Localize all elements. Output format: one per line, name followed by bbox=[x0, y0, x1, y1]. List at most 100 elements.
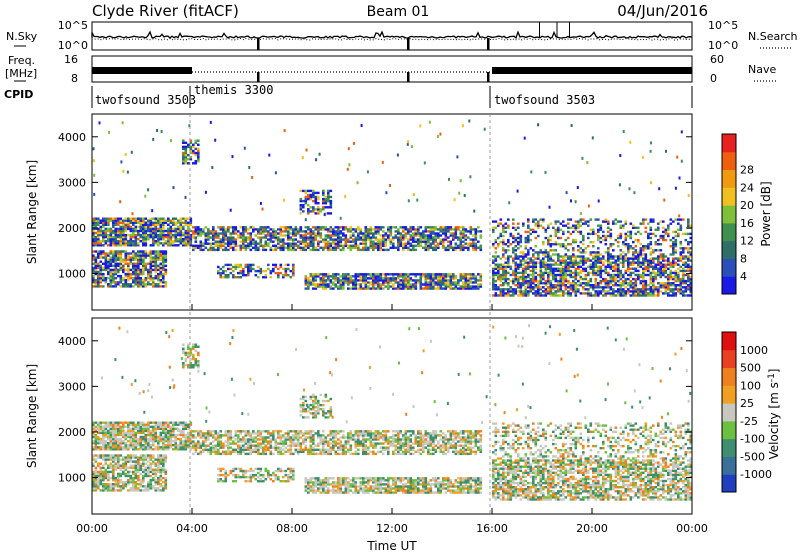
power-cell bbox=[217, 234, 220, 237]
power-cell bbox=[599, 224, 603, 227]
power-cell bbox=[152, 252, 155, 255]
power-cell bbox=[539, 292, 543, 295]
power-cell bbox=[669, 273, 673, 277]
power-cell bbox=[539, 288, 543, 291]
velocity-cell bbox=[164, 439, 168, 443]
power-cell bbox=[504, 230, 508, 234]
power-colorbar-tick: 8 bbox=[740, 252, 747, 265]
power-cell bbox=[334, 226, 338, 229]
power-cell bbox=[177, 225, 180, 229]
power-cell bbox=[547, 267, 550, 270]
velocity-cell bbox=[157, 425, 160, 428]
power-cell bbox=[249, 248, 253, 252]
power-cell bbox=[152, 217, 155, 220]
power-cell bbox=[252, 263, 255, 267]
power-cell bbox=[287, 234, 290, 237]
power-cell bbox=[539, 249, 543, 252]
power-cell bbox=[377, 279, 380, 282]
power-cell bbox=[549, 265, 553, 268]
velocity-cell bbox=[147, 425, 150, 428]
power-cell bbox=[259, 236, 263, 239]
power-cell bbox=[124, 256, 128, 259]
power-cell bbox=[319, 246, 323, 249]
power-cell bbox=[319, 234, 323, 237]
velocity-cell bbox=[92, 472, 95, 476]
power-cell bbox=[137, 233, 140, 237]
power-cell bbox=[184, 149, 188, 153]
power-cell bbox=[319, 240, 323, 243]
power-cell bbox=[364, 226, 368, 229]
power-cell bbox=[507, 282, 510, 285]
power-cell bbox=[257, 230, 260, 233]
power-cell bbox=[530, 170, 533, 174]
power-cell bbox=[389, 281, 393, 284]
power-cell bbox=[172, 217, 175, 220]
power-cell bbox=[652, 232, 655, 236]
power-cell bbox=[662, 286, 665, 289]
power-cell bbox=[597, 273, 600, 277]
velocity-cell bbox=[94, 485, 98, 488]
power-cell bbox=[227, 230, 230, 233]
power-cell bbox=[507, 265, 510, 268]
power-cell bbox=[309, 193, 313, 197]
power-cell bbox=[387, 230, 390, 233]
power-cell bbox=[427, 230, 430, 233]
power-cell bbox=[562, 245, 565, 248]
power-cell bbox=[314, 232, 318, 235]
power-cell bbox=[582, 222, 585, 225]
power-cell bbox=[197, 246, 200, 249]
power-cell bbox=[564, 277, 568, 281]
velocity-cell bbox=[139, 444, 143, 447]
power-cell bbox=[452, 273, 455, 276]
velocity-cell bbox=[124, 446, 128, 449]
power-cell bbox=[542, 253, 545, 256]
power-cell bbox=[679, 292, 683, 295]
power-cell bbox=[409, 277, 413, 280]
power-cell bbox=[154, 285, 158, 288]
power-cell bbox=[382, 238, 385, 241]
power-cell bbox=[381, 160, 384, 164]
power-cell bbox=[302, 246, 305, 249]
power-cell bbox=[154, 260, 158, 263]
power-cell bbox=[192, 230, 195, 233]
power-cell bbox=[211, 166, 214, 169]
power-cell bbox=[187, 235, 190, 239]
power-cell bbox=[497, 271, 500, 275]
power-cell bbox=[682, 279, 685, 283]
power-cell bbox=[662, 234, 665, 238]
power-cell bbox=[144, 242, 148, 245]
power-cell bbox=[374, 277, 378, 280]
power-cell bbox=[417, 228, 420, 231]
power-cell bbox=[604, 286, 608, 289]
power-cell bbox=[124, 281, 128, 284]
power-cell bbox=[604, 269, 608, 273]
power-cell bbox=[117, 227, 120, 231]
power-cell bbox=[667, 259, 670, 262]
velocity-cell bbox=[114, 442, 118, 445]
power-cell bbox=[139, 240, 143, 243]
power-cell bbox=[607, 259, 610, 262]
power-cell bbox=[562, 284, 565, 287]
power-cell bbox=[647, 263, 650, 266]
power-cell bbox=[633, 191, 636, 195]
power-cell bbox=[589, 218, 593, 221]
power-cell bbox=[94, 256, 98, 259]
power-cell bbox=[299, 226, 303, 229]
power-cell bbox=[639, 243, 643, 246]
power-cell bbox=[159, 264, 163, 267]
power-cell bbox=[147, 268, 150, 272]
power-cell bbox=[612, 243, 615, 246]
power-cell bbox=[364, 240, 368, 243]
velocity-cell bbox=[122, 423, 125, 426]
power-cell bbox=[334, 277, 338, 280]
power-cell bbox=[367, 238, 370, 241]
velocity-cell bbox=[92, 476, 95, 480]
power-cell bbox=[124, 252, 128, 255]
power-cell bbox=[584, 247, 588, 250]
power-cell bbox=[532, 218, 535, 221]
power-cell bbox=[459, 242, 463, 245]
power-cell bbox=[119, 227, 123, 231]
power-cell bbox=[519, 263, 523, 266]
power-cell bbox=[454, 244, 458, 247]
power-cell bbox=[662, 273, 665, 277]
